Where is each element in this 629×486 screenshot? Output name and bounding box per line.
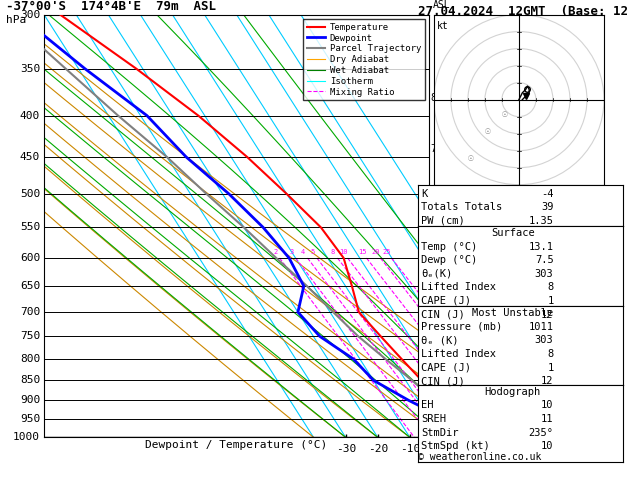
Text: 650: 650	[20, 281, 40, 291]
Text: 600: 600	[20, 253, 40, 263]
Text: CIN (J): CIN (J)	[421, 310, 465, 320]
Text: 5: 5	[310, 249, 314, 255]
Text: -30: -30	[335, 444, 356, 454]
Text: 300: 300	[20, 10, 40, 19]
Text: 30: 30	[532, 444, 545, 454]
Text: 12: 12	[541, 376, 554, 386]
Text: ☉: ☉	[485, 126, 491, 136]
Text: 750: 750	[20, 331, 40, 341]
Text: StmSpd (kt): StmSpd (kt)	[421, 441, 490, 451]
Text: CAPE (J): CAPE (J)	[421, 363, 471, 373]
Text: 8: 8	[430, 93, 436, 103]
Text: 400: 400	[20, 111, 40, 121]
Text: 303: 303	[535, 269, 554, 279]
Legend: Temperature, Dewpoint, Parcel Trajectory, Dry Adiabat, Wet Adiabat, Isotherm, Mi: Temperature, Dewpoint, Parcel Trajectory…	[303, 19, 425, 100]
Text: θₑ(K): θₑ(K)	[421, 269, 453, 279]
Text: 5: 5	[430, 229, 436, 239]
Text: 1000: 1000	[13, 433, 40, 442]
Text: kt: kt	[437, 21, 449, 32]
Text: 27.04.2024  12GMT  (Base: 12): 27.04.2024 12GMT (Base: 12)	[418, 5, 629, 18]
Text: 2: 2	[448, 354, 454, 364]
Text: 1: 1	[547, 363, 554, 373]
Text: -4: -4	[541, 189, 554, 199]
Text: EH: EH	[421, 400, 434, 411]
Text: 3: 3	[289, 249, 293, 255]
Text: 0: 0	[438, 444, 445, 454]
Text: CIN (J): CIN (J)	[421, 376, 465, 386]
Text: 20: 20	[372, 249, 380, 255]
Text: 12: 12	[541, 310, 554, 320]
Text: ☉: ☉	[502, 109, 508, 119]
Text: CAPE (J): CAPE (J)	[421, 296, 471, 306]
Text: 7: 7	[430, 144, 436, 154]
Text: -37°00'S  174°4B'E  79m  ASL: -37°00'S 174°4B'E 79m ASL	[6, 0, 216, 13]
Text: StmDir: StmDir	[421, 428, 459, 438]
Text: 1.35: 1.35	[528, 216, 554, 226]
Text: 1: 1	[448, 396, 454, 405]
Text: 2: 2	[273, 249, 277, 255]
Text: 700: 700	[20, 307, 40, 317]
Text: 13.1: 13.1	[528, 242, 554, 252]
Text: Most Unstable: Most Unstable	[472, 308, 554, 318]
Text: Mixing Ratio (g/kg): Mixing Ratio (g/kg)	[460, 170, 470, 282]
Text: 1: 1	[547, 296, 554, 306]
Text: 350: 350	[20, 64, 40, 74]
Text: © weatheronline.co.uk: © weatheronline.co.uk	[418, 451, 542, 462]
Text: hPa: hPa	[6, 15, 26, 25]
Text: Surface: Surface	[491, 228, 535, 238]
Text: 8: 8	[331, 249, 335, 255]
Text: 6: 6	[430, 189, 436, 199]
Text: 800: 800	[20, 354, 40, 364]
Text: -20: -20	[368, 444, 388, 454]
Text: ☉: ☉	[468, 153, 474, 163]
Text: Pressure (mb): Pressure (mb)	[421, 322, 503, 332]
X-axis label: Dewpoint / Temperature (°C): Dewpoint / Temperature (°C)	[145, 440, 328, 450]
Text: 10: 10	[541, 441, 554, 451]
Text: Dewp (°C): Dewp (°C)	[421, 255, 477, 265]
Text: -10: -10	[400, 444, 420, 454]
Text: 40: 40	[564, 444, 577, 454]
Text: 1: 1	[430, 396, 436, 405]
Text: 235°: 235°	[528, 428, 554, 438]
Text: 850: 850	[20, 375, 40, 385]
Text: 303: 303	[535, 335, 554, 346]
Text: 25: 25	[382, 249, 391, 255]
Text: 10: 10	[541, 400, 554, 411]
Text: 4: 4	[301, 249, 305, 255]
Text: K: K	[421, 189, 428, 199]
Text: 20: 20	[499, 444, 513, 454]
Text: 39: 39	[541, 202, 554, 212]
Text: 1011: 1011	[528, 322, 554, 332]
Text: 10: 10	[339, 249, 347, 255]
Text: Lifted Index: Lifted Index	[421, 282, 496, 293]
Text: 15: 15	[358, 249, 366, 255]
Text: 11: 11	[541, 414, 554, 424]
Text: 3: 3	[448, 312, 454, 322]
Text: 5: 5	[448, 229, 454, 239]
Text: LCL: LCL	[430, 407, 447, 417]
Text: Hodograph: Hodograph	[484, 387, 541, 397]
Text: SREH: SREH	[421, 414, 447, 424]
Text: Lifted Index: Lifted Index	[421, 349, 496, 359]
Text: 500: 500	[20, 189, 40, 199]
Text: 4: 4	[448, 270, 454, 280]
Text: 2: 2	[430, 354, 436, 364]
Text: 450: 450	[20, 152, 40, 162]
Text: 8: 8	[547, 349, 554, 359]
Text: θₑ (K): θₑ (K)	[421, 335, 459, 346]
Text: 950: 950	[20, 415, 40, 424]
Text: 7.5: 7.5	[535, 255, 554, 265]
Text: 3: 3	[430, 312, 436, 322]
Text: PW (cm): PW (cm)	[421, 216, 465, 226]
Text: km
ASL: km ASL	[433, 0, 450, 10]
Text: 10: 10	[467, 444, 481, 454]
Text: 550: 550	[20, 223, 40, 232]
Text: 4: 4	[430, 270, 436, 280]
Text: Temp (°C): Temp (°C)	[421, 242, 477, 252]
Text: Totals Totals: Totals Totals	[421, 202, 503, 212]
Text: 900: 900	[20, 396, 40, 405]
Text: 8: 8	[547, 282, 554, 293]
